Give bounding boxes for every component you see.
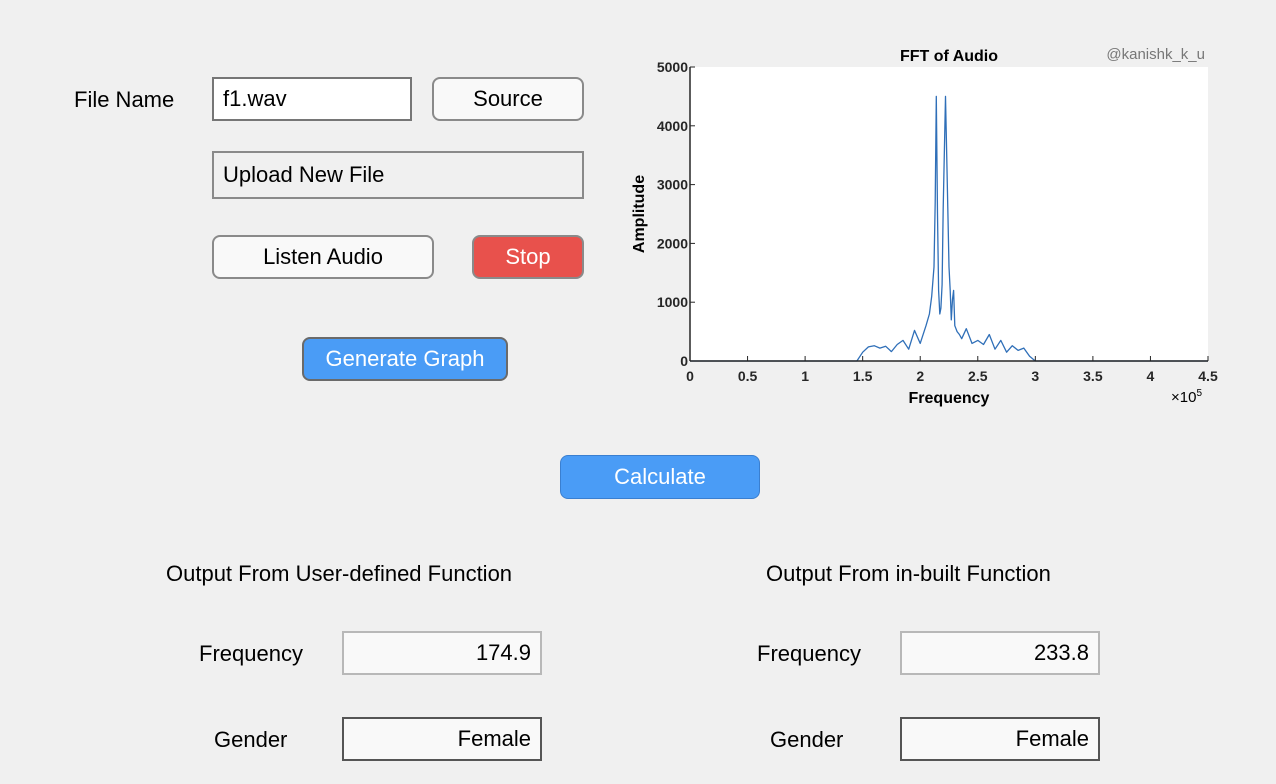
generate-graph-button[interactable]: Generate Graph — [302, 337, 508, 381]
x-tick-label: 0.5 — [738, 368, 758, 384]
x-tick-label: 2.5 — [968, 368, 988, 384]
x-tick-label: 2 — [916, 368, 924, 384]
y-tick-label: 1000 — [657, 294, 688, 310]
y-tick-group: 0 1000 2000 3000 4000 5000 — [657, 59, 695, 369]
user-frequency-label: Frequency — [199, 641, 303, 666]
user-frequency-field: 174.9 — [342, 631, 542, 675]
x-tick-group: 0 0.5 1 1.5 2 2.5 3 3.5 4 4.5 — [686, 356, 1218, 384]
x-exponent-power: 5 — [1196, 388, 1202, 399]
x-exponent-label: ×105 — [1171, 388, 1202, 406]
chart-title: FFT of Audio — [900, 48, 998, 65]
stop-button[interactable]: Stop — [472, 235, 584, 279]
y-tick-label: 3000 — [657, 177, 688, 193]
plot-area — [690, 67, 1208, 361]
listen-audio-button[interactable]: Listen Audio — [212, 235, 434, 279]
y-tick-label: 0 — [680, 353, 688, 369]
x-axis-label: Frequency — [909, 390, 990, 407]
series-line-0 — [690, 95, 1208, 362]
inbuilt-gender-field: Female — [900, 717, 1100, 761]
x-tick-label: 4.5 — [1198, 368, 1218, 384]
user-defined-heading: Output From User-defined Function — [166, 561, 513, 586]
x-tick-label: 1 — [801, 368, 809, 384]
inbuilt-frequency-label: Frequency — [757, 641, 861, 666]
user-gender-label: Gender — [214, 727, 288, 752]
x-tick-label: 3.5 — [1083, 368, 1103, 384]
series-group — [690, 95, 1208, 362]
file-name-field[interactable]: f1.wav — [212, 77, 412, 121]
inbuilt-frequency-field: 233.8 — [900, 631, 1100, 675]
upload-new-file-button[interactable]: Upload New File — [212, 151, 584, 199]
calculate-button[interactable]: Calculate — [560, 455, 760, 499]
x-exponent-base: ×10 — [1171, 389, 1196, 406]
inbuilt-heading: Output From in-built Function — [766, 561, 1051, 586]
y-tick-label: 2000 — [657, 235, 688, 251]
x-tick-label: 3 — [1031, 368, 1039, 384]
user-gender-field: Female — [342, 717, 542, 761]
y-tick-label: 5000 — [657, 59, 688, 75]
inbuilt-gender-label: Gender — [770, 727, 844, 752]
x-tick-label: 0 — [686, 368, 694, 384]
y-axis-label: Amplitude — [631, 175, 648, 253]
watermark-text: @kanishk_k_u — [1106, 46, 1205, 63]
x-tick-label: 1.5 — [853, 368, 873, 384]
y-tick-label: 4000 — [657, 118, 688, 134]
source-button[interactable]: Source — [432, 77, 584, 121]
file-name-label: File Name — [74, 87, 175, 112]
x-tick-label: 4 — [1147, 368, 1155, 384]
fft-chart: FFT of Audio @kanishk_k_u 0 0.5 1 1.5 2 2.5 3 3… — [631, 46, 1218, 407]
